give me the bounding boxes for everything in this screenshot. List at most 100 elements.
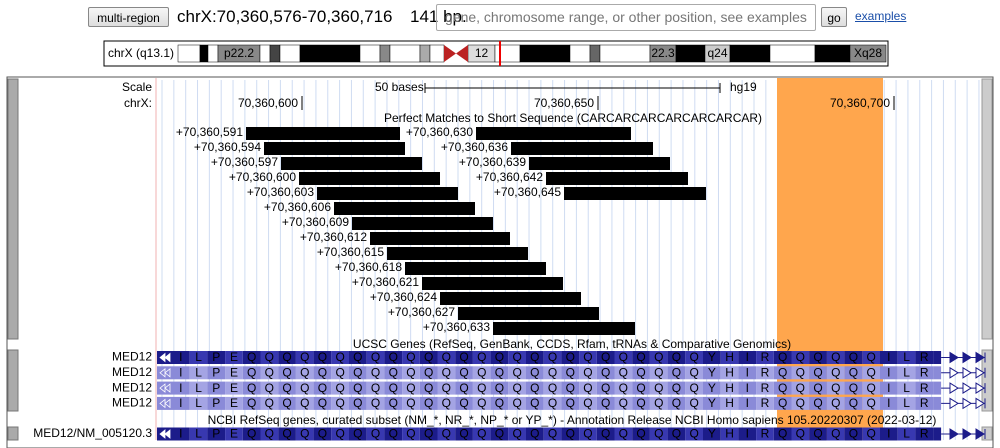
- amino-acid: Q: [583, 365, 592, 379]
- search-input[interactable]: gene, chromosome range, or other positio…: [436, 4, 816, 31]
- codon: [649, 396, 668, 410]
- amino-acid: Y: [708, 427, 716, 441]
- codon: [172, 366, 190, 380]
- amino-acid: Q: [813, 381, 822, 395]
- amino-acid: H: [725, 350, 734, 364]
- gene-end: [933, 427, 942, 441]
- amino-acid: Q: [371, 396, 380, 410]
- amino-acid: Q: [300, 365, 309, 379]
- amino-acid: L: [195, 350, 202, 364]
- strand-arrows: [159, 352, 171, 363]
- amino-acid: Q: [495, 365, 504, 379]
- amino-acid: Q: [335, 381, 344, 395]
- codon: [472, 366, 491, 380]
- strand-arrow: [962, 382, 972, 395]
- match-label: +70,360,627: [388, 305, 455, 319]
- codon: [667, 351, 686, 364]
- codon: [278, 366, 296, 380]
- ideogram-band: [649, 44, 677, 63]
- amino-acid: Q: [636, 350, 645, 364]
- codon: [295, 396, 314, 410]
- codon: [508, 366, 526, 380]
- codon: [561, 381, 580, 395]
- amino-acid: Q: [512, 427, 521, 441]
- amino-acid: Q: [335, 396, 344, 410]
- codon: [295, 351, 314, 364]
- gene-start: [157, 366, 172, 380]
- amino-acid: Q: [619, 427, 628, 441]
- codon: [667, 366, 686, 380]
- amino-acid: Q: [566, 396, 575, 410]
- codon: [242, 396, 261, 410]
- amino-acid: I: [746, 365, 749, 379]
- amino-acid: Q: [831, 427, 840, 441]
- codon: [437, 381, 456, 395]
- strand-arrow: [962, 428, 972, 440]
- amino-acid: Q: [477, 365, 486, 379]
- amino-acid: Q: [406, 396, 415, 410]
- amino-acid: Q: [601, 365, 610, 379]
- amino-acid: Q: [477, 381, 486, 395]
- examples-link[interactable]: examples: [855, 9, 907, 23]
- ideogram-band: [467, 44, 496, 63]
- amino-acid: L: [195, 427, 202, 441]
- gene-label: MED12: [112, 350, 152, 364]
- multi-region-button[interactable]: multi-region: [88, 7, 169, 27]
- codon: [720, 396, 739, 410]
- amino-acid: I: [179, 427, 182, 441]
- codon: [189, 381, 208, 395]
- ideogram-band: [279, 44, 301, 63]
- codon: [667, 381, 686, 395]
- codon: [897, 351, 916, 364]
- codon: [685, 396, 703, 410]
- codon: [189, 396, 208, 410]
- amino-acid: Q: [778, 350, 787, 364]
- codon: [756, 366, 774, 380]
- codon: [632, 427, 650, 441]
- match-label: +70,360,618: [335, 260, 402, 274]
- codon: [172, 351, 190, 364]
- match-label: +70,360,600: [229, 170, 296, 184]
- match-label: +70,360,636: [441, 140, 508, 154]
- codon: [738, 351, 757, 364]
- ideogram-frame: [103, 40, 889, 67]
- amino-acid: Q: [353, 350, 362, 364]
- amino-acid: Q: [495, 396, 504, 410]
- ideogram-band-label: 21.1: [318, 46, 342, 60]
- amino-acid: I: [887, 427, 890, 441]
- amino-acid: P: [212, 427, 220, 441]
- amino-acid: I: [179, 365, 182, 379]
- codon: [738, 396, 757, 410]
- ideogram-band: [519, 44, 571, 63]
- codon: [331, 427, 349, 441]
- ncbi-refseq-title: NCBI RefSeq genes, curated subset (NM_*,…: [208, 413, 937, 427]
- amino-acid: I: [746, 350, 749, 364]
- amino-acid: Q: [654, 427, 663, 441]
- centromere: [444, 45, 468, 62]
- amino-acid: Q: [247, 381, 256, 395]
- ideogram-label: chrX (q13.1): [108, 46, 174, 60]
- amino-acid: Q: [548, 396, 557, 410]
- strand-arrows: [159, 429, 171, 439]
- codon: [667, 396, 686, 410]
- codon: [490, 381, 509, 395]
- ideogram-band: [299, 44, 361, 63]
- amino-acid: Q: [636, 427, 645, 441]
- amino-acid: Q: [424, 427, 433, 441]
- amino-acid: Q: [619, 381, 628, 395]
- amino-acid: Q: [866, 365, 875, 379]
- codon: [720, 351, 739, 364]
- go-button[interactable]: go: [821, 7, 847, 27]
- match-label: +70,360,630: [406, 125, 473, 139]
- amino-acid: Q: [282, 365, 291, 379]
- amino-acid: Q: [866, 350, 875, 364]
- amino-acid: Q: [654, 396, 663, 410]
- codon: [189, 351, 208, 364]
- amino-acid: Q: [247, 396, 256, 410]
- codon: [685, 381, 703, 395]
- amino-acid: Q: [530, 396, 539, 410]
- codon: [349, 396, 367, 410]
- codon: [826, 427, 845, 441]
- codon: [366, 396, 385, 410]
- codon: [419, 351, 438, 364]
